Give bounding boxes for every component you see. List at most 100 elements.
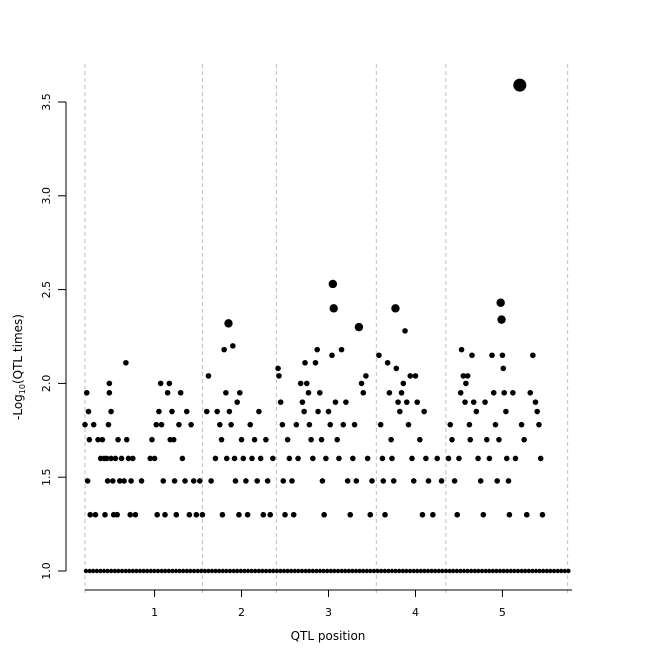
data-point [305,389,312,396]
baseline-point [458,568,463,574]
data-point [102,511,108,518]
baseline-point [141,568,146,574]
baseline-point [285,568,290,574]
baseline-point [379,568,384,574]
baseline-point [411,568,416,574]
data-point [412,373,419,379]
baseline-point [224,568,229,574]
baseline-point [83,568,89,574]
data-point [364,455,371,462]
data-point [344,478,351,484]
data-point [358,380,365,387]
baseline-point [245,568,251,574]
baseline-point [116,568,121,574]
baseline-point [238,568,243,574]
data-point [260,511,267,518]
data-point [376,352,382,359]
data-point [457,389,464,396]
data-point [223,389,229,396]
data-point [186,511,193,518]
data-point [434,455,441,462]
baseline-point [404,568,409,574]
data-point [347,511,354,518]
data-point [503,408,509,415]
x-tick-label: 3 [325,606,332,619]
data-point [123,359,129,366]
data-point [104,478,111,484]
baseline-point [289,568,294,574]
baseline-point [505,568,510,574]
baseline-point [209,568,215,574]
baseline-point [278,568,283,574]
y-axis-label-prefix: -Log [11,394,25,420]
data-point [183,408,190,415]
baseline-point [512,568,517,574]
baseline-point [253,568,258,574]
baseline-point [220,568,225,574]
baseline-point [386,568,391,574]
data-point [521,436,527,443]
baseline-point [148,568,153,574]
y-tick-label: 2.0 [40,375,53,393]
baseline-point [433,568,438,574]
data-point [128,478,134,484]
data-point [247,421,254,428]
data-point [458,346,465,353]
data-point [254,478,260,484]
baseline-point [271,568,276,574]
baseline-point [530,568,535,574]
baseline-point [101,568,107,574]
data-point [223,455,230,462]
baseline-point [267,568,272,574]
data-point [532,399,539,405]
data-point [118,455,125,462]
baseline-point [436,568,441,574]
y-axis-label-subscript: 10 [18,384,27,394]
data-point [367,511,374,518]
data-point [475,455,481,462]
data-point [369,478,375,484]
data-point [419,511,426,518]
baseline-point [465,568,470,574]
x-tick-label: 2 [238,606,245,619]
baseline-point [443,568,449,574]
data-point [462,399,468,405]
baseline-point [544,568,549,574]
data-point [232,478,239,484]
data-point [343,399,349,405]
baseline-point [170,568,175,574]
data-point [103,455,110,462]
data-point [279,421,286,428]
baseline-point [303,568,308,574]
data-point [160,478,167,484]
x-tick-label: 5 [499,606,506,619]
data-point [182,478,188,484]
data-point [162,511,168,518]
baseline-point [469,568,474,574]
data-point [158,421,165,428]
baseline-point [109,568,114,574]
baseline-point [447,568,452,574]
data-point [251,436,258,443]
data-point [386,389,393,396]
baseline-point [127,568,132,574]
baseline-point [91,568,96,574]
data-point [409,455,415,462]
baseline-point [199,568,204,574]
data-point [249,455,255,462]
data-point [537,455,544,462]
data-point [417,436,423,443]
data-point [123,436,130,443]
data-point [336,455,342,462]
data-point [438,478,445,484]
data-point [84,478,91,484]
data-point [464,373,471,379]
data-point [108,455,114,462]
data-point [86,436,93,443]
data-point [393,365,400,372]
y-tick-label: 3.0 [40,187,53,205]
baseline-point [227,568,233,574]
data-point [132,511,139,518]
data-point [400,380,407,387]
data-point [391,304,400,313]
